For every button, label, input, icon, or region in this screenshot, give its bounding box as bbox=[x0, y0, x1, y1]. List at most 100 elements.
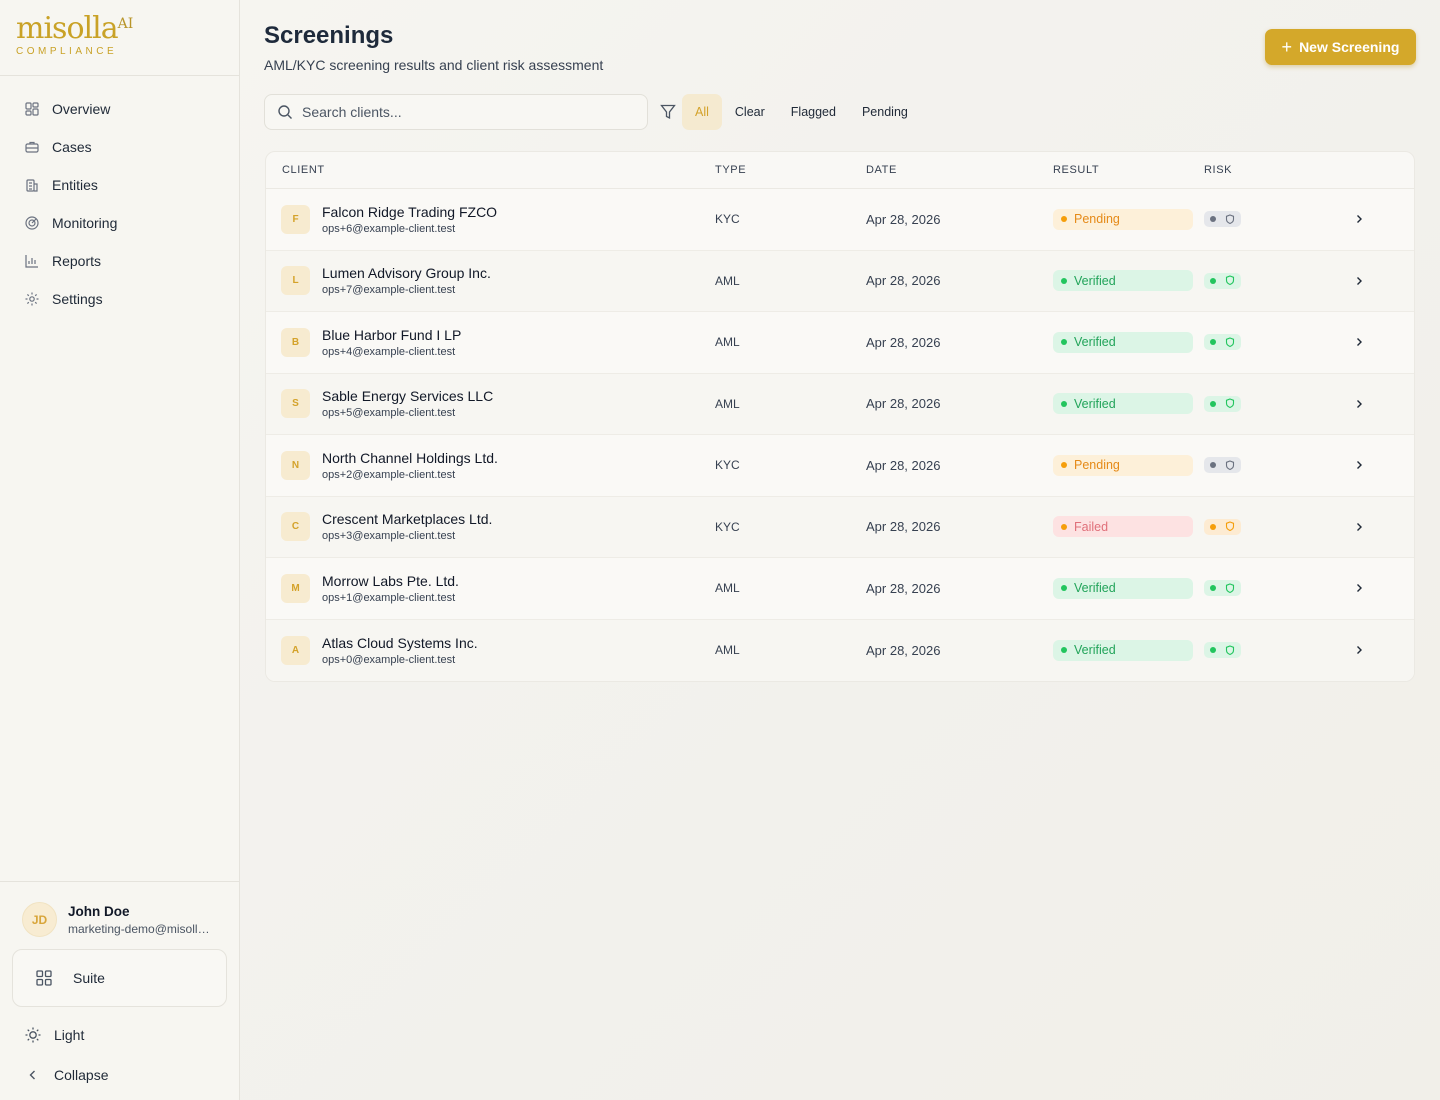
search-input[interactable] bbox=[302, 104, 622, 120]
date-cell: Apr 28, 2026 bbox=[866, 334, 941, 350]
shield-icon bbox=[1225, 337, 1235, 348]
table-row[interactable]: F Falcon Ridge Trading FZCO ops+6@exampl… bbox=[266, 189, 1414, 251]
table-row[interactable]: C Crescent Marketplaces Ltd. ops+3@examp… bbox=[266, 496, 1414, 558]
client-name: Blue Harbor Fund I LP bbox=[322, 326, 462, 343]
page-title: Screenings bbox=[264, 22, 394, 49]
risk-badge bbox=[1204, 272, 1241, 289]
table-row[interactable]: B Blue Harbor Fund I LP ops+4@example-cl… bbox=[266, 312, 1414, 374]
client-initial: C bbox=[281, 512, 310, 542]
risk-dot bbox=[1210, 277, 1216, 284]
risk-dot bbox=[1210, 400, 1216, 407]
filter-chips: All Clear Flagged Pending bbox=[682, 94, 921, 130]
client-cell: F Falcon Ridge Trading FZCO ops+6@exampl… bbox=[266, 204, 715, 235]
table-body: F Falcon Ridge Trading FZCO ops+6@exampl… bbox=[266, 189, 1414, 681]
nav-item-settings[interactable]: Settings bbox=[0, 280, 239, 318]
risk-cell bbox=[1204, 272, 1344, 289]
suite-button[interactable]: Suite bbox=[12, 949, 227, 1007]
chevron-right-icon[interactable] bbox=[1344, 582, 1374, 594]
table-row[interactable]: L Lumen Advisory Group Inc. ops+7@exampl… bbox=[266, 250, 1414, 312]
result-cell: Failed bbox=[1053, 516, 1204, 538]
filter-pending[interactable]: Pending bbox=[861, 105, 908, 119]
table-row[interactable]: S Sable Energy Services LLC ops+5@exampl… bbox=[266, 373, 1414, 435]
type-cell: KYC bbox=[715, 519, 740, 534]
new-screening-button[interactable]: + New Screening bbox=[1265, 29, 1416, 65]
filter-clear[interactable]: Clear bbox=[734, 105, 765, 119]
risk-dot bbox=[1210, 647, 1216, 654]
shield-icon bbox=[1225, 460, 1235, 471]
nav-item-entities[interactable]: Entities bbox=[0, 166, 239, 204]
status-dot bbox=[1061, 523, 1067, 530]
sidebar-footer: JD John Doe marketing-demo@misolla.ai Su… bbox=[0, 881, 239, 1100]
theme-label: Light bbox=[54, 1027, 85, 1043]
nav-label-reports: Reports bbox=[52, 253, 102, 269]
risk-badge bbox=[1204, 642, 1241, 659]
header-result[interactable]: RESULT bbox=[1053, 164, 1100, 176]
brand-subtitle: COMPLIANCE bbox=[16, 46, 118, 57]
header-client[interactable]: CLIENT bbox=[282, 164, 325, 176]
table-row[interactable]: N North Channel Holdings Ltd. ops+2@exam… bbox=[266, 435, 1414, 497]
date-cell: Apr 28, 2026 bbox=[866, 519, 941, 535]
status-label: Verified bbox=[1074, 643, 1116, 658]
filter-all[interactable]: All bbox=[682, 94, 722, 130]
date-cell: Apr 28, 2026 bbox=[866, 580, 941, 596]
nav-item-overview[interactable]: Overview bbox=[0, 90, 239, 128]
client-cell: C Crescent Marketplaces Ltd. ops+3@examp… bbox=[266, 511, 715, 542]
date-cell: Apr 28, 2026 bbox=[866, 396, 941, 412]
client-email: ops+2@example-client.test bbox=[322, 468, 456, 481]
client-initial: M bbox=[281, 573, 310, 603]
chevron-right-icon[interactable] bbox=[1344, 336, 1374, 348]
status-dot bbox=[1061, 585, 1067, 592]
chevron-right-icon[interactable] bbox=[1344, 644, 1374, 656]
type-cell: AML bbox=[715, 643, 740, 658]
client-cell: A Atlas Cloud Systems Inc. ops+0@example… bbox=[266, 635, 715, 666]
status-badge: Verified bbox=[1053, 393, 1193, 415]
brand-logo[interactable]: misollaAI COMPLIANCE bbox=[0, 0, 239, 76]
client-initial: F bbox=[281, 204, 310, 234]
collapse-button[interactable]: Collapse bbox=[0, 1055, 239, 1095]
type-cell: AML bbox=[715, 273, 740, 288]
client-email: ops+1@example-client.test bbox=[322, 591, 456, 604]
risk-dot bbox=[1210, 339, 1216, 346]
status-label: Verified bbox=[1074, 581, 1116, 596]
table-row[interactable]: M Morrow Labs Pte. Ltd. ops+1@example-cl… bbox=[266, 558, 1414, 620]
filter-icon[interactable] bbox=[660, 103, 676, 121]
nav-item-reports[interactable]: Reports bbox=[0, 242, 239, 280]
risk-cell bbox=[1204, 211, 1344, 228]
nav-item-cases[interactable]: Cases bbox=[0, 128, 239, 166]
client-email: ops+6@example-client.test bbox=[322, 222, 456, 235]
chevron-right-icon[interactable] bbox=[1344, 521, 1374, 533]
filter-flagged[interactable]: Flagged bbox=[790, 105, 836, 119]
result-cell: Verified bbox=[1053, 577, 1204, 599]
risk-dot bbox=[1210, 585, 1216, 592]
chevron-right-icon[interactable] bbox=[1344, 275, 1374, 287]
client-initial: A bbox=[281, 635, 310, 665]
status-badge: Verified bbox=[1053, 331, 1193, 353]
brand-suffix: AI bbox=[117, 16, 134, 32]
status-badge: Pending bbox=[1053, 208, 1193, 230]
search-icon bbox=[277, 104, 293, 120]
result-cell: Verified bbox=[1053, 393, 1204, 415]
client-name: Sable Energy Services LLC bbox=[322, 388, 494, 405]
client-name: Morrow Labs Pte. Ltd. bbox=[322, 572, 459, 589]
risk-cell bbox=[1204, 518, 1344, 535]
theme-toggle[interactable]: Light bbox=[0, 1015, 239, 1055]
header-type[interactable]: TYPE bbox=[715, 164, 747, 176]
chevron-right-icon[interactable] bbox=[1344, 213, 1374, 225]
header-risk[interactable]: RISK bbox=[1204, 164, 1233, 176]
risk-dot bbox=[1210, 462, 1216, 469]
client-name: Atlas Cloud Systems Inc. bbox=[322, 634, 478, 651]
client-email: ops+7@example-client.test bbox=[322, 284, 456, 297]
type-cell: AML bbox=[715, 396, 740, 411]
chevron-right-icon[interactable] bbox=[1344, 398, 1374, 410]
nav-label-overview: Overview bbox=[52, 101, 111, 117]
table-row[interactable]: A Atlas Cloud Systems Inc. ops+0@example… bbox=[266, 619, 1414, 681]
user-profile[interactable]: JD John Doe marketing-demo@misolla.ai bbox=[0, 882, 239, 937]
client-cell: N North Channel Holdings Ltd. ops+2@exam… bbox=[266, 450, 715, 481]
client-email: ops+3@example-client.test bbox=[322, 530, 456, 543]
nav-item-monitoring[interactable]: Monitoring bbox=[0, 204, 239, 242]
page-subtitle: AML/KYC screening results and client ris… bbox=[264, 57, 604, 73]
header-date[interactable]: DATE bbox=[866, 164, 897, 176]
risk-badge bbox=[1204, 518, 1241, 535]
shield-icon bbox=[1225, 398, 1235, 409]
chevron-right-icon[interactable] bbox=[1344, 459, 1374, 471]
